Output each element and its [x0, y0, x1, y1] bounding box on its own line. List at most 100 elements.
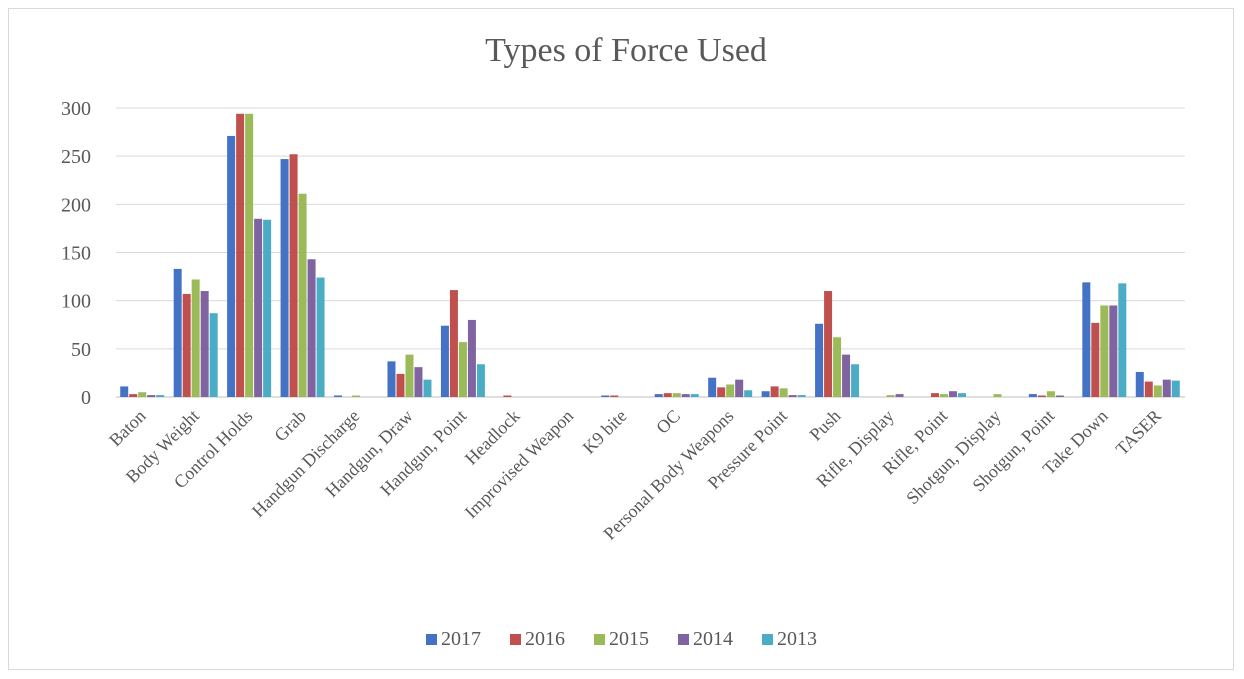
bar-2014: [842, 354, 851, 397]
bar-2016: [1091, 322, 1100, 397]
bar-2015: [138, 392, 147, 397]
bar-2016: [663, 393, 672, 397]
bars: [120, 113, 1180, 397]
x-category-label: TASER: [1112, 406, 1165, 459]
bar-2014: [1055, 395, 1064, 397]
y-tick-label: 100: [61, 291, 91, 313]
bar-2017: [440, 325, 449, 397]
y-tick-label: 300: [61, 98, 91, 120]
bar-2017: [601, 395, 610, 397]
y-tick-label: 150: [61, 243, 91, 265]
bar-2013: [476, 364, 485, 397]
bar-2014: [467, 319, 476, 397]
legend-swatch: [762, 634, 773, 645]
bar-2014: [735, 379, 744, 397]
bar-2013: [690, 394, 699, 397]
bar-2016: [182, 293, 191, 397]
legend-swatch: [678, 634, 689, 645]
legend-swatch: [594, 634, 605, 645]
x-category-label: Shotgun, Display: [902, 406, 1005, 509]
bar-2015: [405, 354, 414, 397]
bar-2015: [993, 394, 1002, 397]
bar-2016: [717, 387, 726, 397]
y-tick-label: 250: [61, 146, 91, 168]
bar-2016: [289, 154, 298, 397]
bar-2017: [173, 268, 182, 397]
bar-2016: [770, 386, 779, 397]
bar-2015: [672, 393, 681, 397]
bar-2015: [779, 388, 788, 397]
bar-2015: [352, 395, 361, 397]
y-tick-label: 0: [81, 387, 91, 409]
bar-2017: [761, 391, 770, 397]
y-tick-label: 200: [61, 194, 91, 216]
y-axis-ticks: 0 50 100 150 200 250 300: [61, 98, 91, 409]
bar-2013: [957, 393, 966, 397]
bar-2017: [227, 135, 236, 397]
chart-title: Types of Force Used: [485, 32, 767, 69]
bar-2016: [396, 373, 405, 397]
y-tick-label: 50: [71, 339, 91, 361]
bar-2014: [895, 394, 904, 397]
bar-2017: [654, 394, 663, 397]
bar-2016: [1144, 381, 1153, 397]
bar-2017: [1082, 282, 1091, 397]
legend-swatch: [510, 634, 521, 645]
bar-2014: [948, 391, 957, 397]
bar-2013: [156, 395, 165, 397]
bar-2017: [280, 159, 289, 397]
bar-2015: [1100, 305, 1109, 397]
bar-2013: [263, 219, 272, 397]
bar-2013: [851, 364, 860, 397]
legend: 2017 2016 2015 2014 2013: [426, 628, 817, 650]
bar-2015: [1153, 385, 1162, 397]
bar-2013: [316, 277, 325, 397]
bar-2013: [1118, 283, 1127, 397]
bar-2015: [726, 384, 735, 397]
bar-2017: [120, 386, 129, 397]
legend-label: 2013: [777, 628, 817, 650]
bar-2014: [147, 395, 156, 397]
bar-2017: [1135, 371, 1144, 397]
bar-2014: [414, 367, 423, 397]
bar-2017: [708, 377, 717, 397]
bar-2014: [788, 395, 797, 397]
bar-2015: [1046, 391, 1055, 397]
bar-2015: [245, 113, 254, 397]
gridlines: [116, 107, 1185, 398]
bar-2016: [1037, 395, 1046, 397]
x-category-label: Grab: [270, 406, 310, 446]
bar-2013: [744, 390, 753, 397]
bar-2013: [1171, 380, 1180, 397]
bar-2014: [254, 218, 263, 397]
chart-frame: Types of Force Used 0 50 100 150 200 250 300 B…: [8, 8, 1234, 670]
bar-2017: [815, 323, 824, 397]
chart: Types of Force Used 0 50 100 150 200 250 300 B…: [61, 32, 1185, 650]
bar-2016: [930, 393, 939, 397]
bar-2014: [200, 291, 209, 397]
x-category-label: K9 bite: [579, 406, 631, 458]
bar-2013: [797, 395, 806, 397]
bar-2014: [1162, 379, 1171, 397]
bar-2015: [191, 279, 200, 397]
legend-label: 2017: [441, 628, 481, 650]
bar-2016: [503, 395, 512, 397]
legend-label: 2014: [693, 628, 733, 650]
legend-label: 2015: [609, 628, 649, 650]
bar-2017: [1028, 394, 1037, 397]
bar-2015: [833, 337, 842, 397]
x-category-label: Baton: [105, 406, 150, 451]
bar-2015: [886, 395, 895, 397]
bar-2017: [387, 361, 396, 397]
bar-2015: [939, 394, 948, 397]
bar-2017: [334, 395, 343, 397]
bar-2014: [1109, 305, 1118, 397]
bar-2013: [209, 313, 218, 397]
x-category-label: Push: [806, 406, 845, 445]
legend-label: 2016: [525, 628, 565, 650]
bar-2015: [458, 342, 467, 397]
bar-2014: [307, 259, 316, 397]
bar-2014: [681, 394, 690, 397]
bar-2016: [236, 113, 245, 397]
